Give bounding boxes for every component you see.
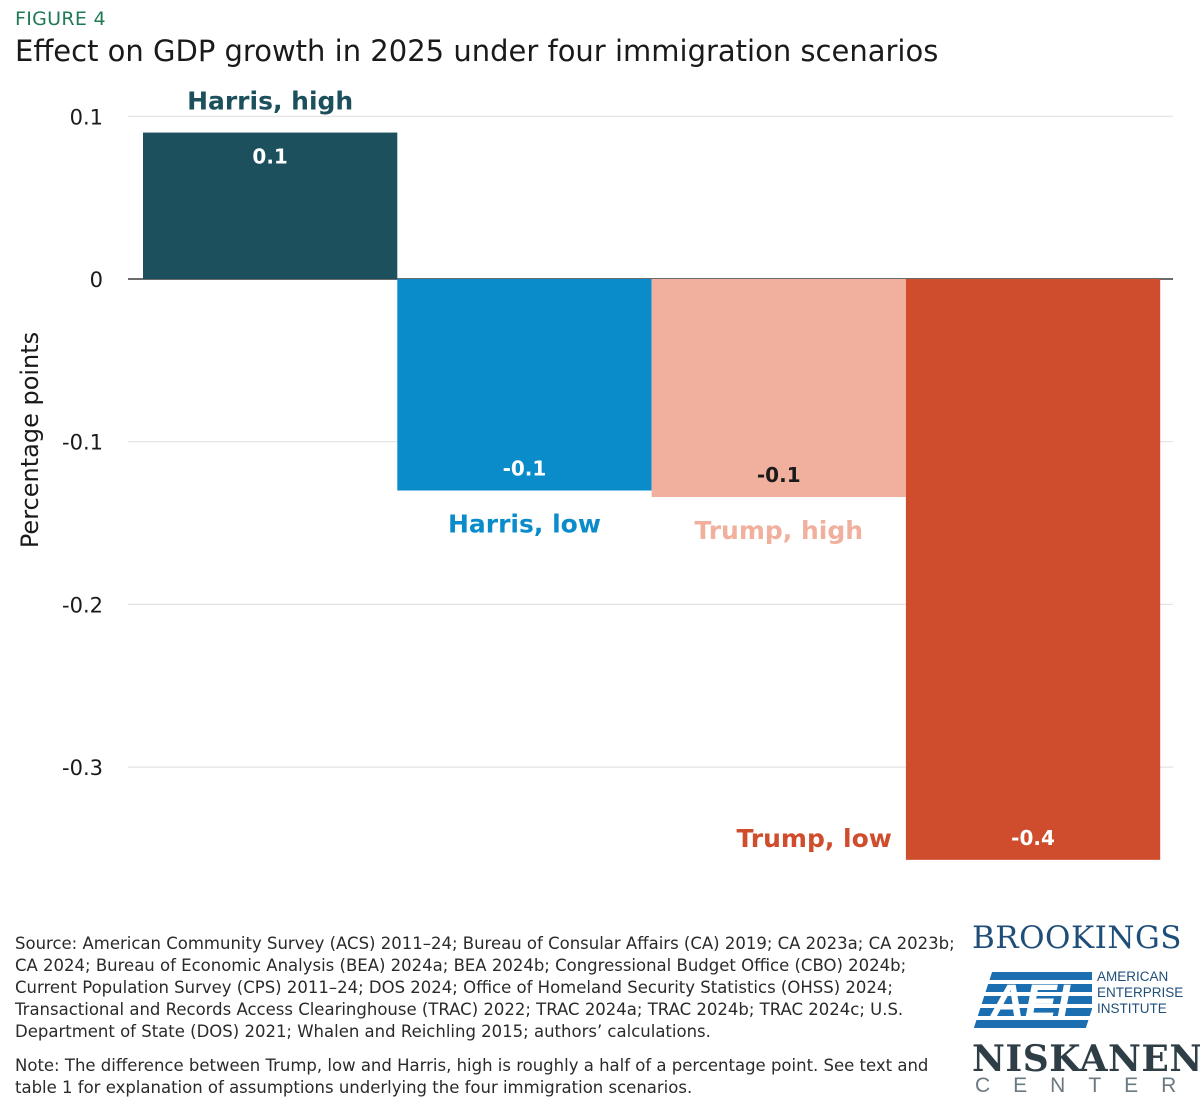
bar-harris-low [397, 279, 652, 491]
data-label: -0.4 [1011, 826, 1055, 850]
niskanen-center-text: CENTER [975, 1074, 1200, 1097]
bar-trump-high [651, 279, 906, 498]
bar-harris-high [143, 132, 398, 279]
figure-label: FIGURE 4 [15, 8, 106, 30]
data-label: -0.1 [503, 457, 547, 481]
y-axis-ticks: 0.1 0 -0.1 -0.2 -0.3 [62, 105, 103, 780]
data-labels: 0.1 Harris, high -0.1 Harris, low -0.1 Trump,… [187, 87, 1055, 853]
category-label: Harris, low [448, 510, 601, 539]
category-label: Trump, low [736, 824, 891, 853]
note-text: Note: The difference between Trump, low … [15, 1056, 929, 1097]
y-tick-label: 0.1 [70, 105, 103, 129]
category-label: Trump, high [694, 516, 863, 545]
bar-trump-low [905, 279, 1161, 860]
brookings-logo: BROOKINGS [972, 920, 1182, 956]
chart-title: Effect on GDP growth in 2025 under four … [15, 34, 939, 68]
aei-name: AMERICAN ENTERPRISE INSTITUTE [1097, 969, 1184, 1016]
aei-logo: AEI AMERICAN ENTERPRISE INSTITUTE [972, 966, 1183, 1034]
category-label: Harris, high [187, 87, 353, 116]
data-label: 0.1 [252, 145, 287, 169]
y-axis-label: Percentage points [16, 331, 44, 549]
y-tick-label: -0.1 [62, 431, 103, 455]
bar-chart: 0.1 0 -0.1 -0.2 -0.3 0.1 Harris, high -0.1 Harr… [62, 87, 1173, 860]
y-tick-label: -0.2 [62, 593, 103, 617]
aei-mark-icon: AEI [973, 972, 1105, 1029]
y-tick-label: -0.3 [62, 756, 103, 780]
data-label: -0.1 [757, 463, 801, 487]
source-text: Source: American Community Survey (ACS) … [15, 934, 955, 1041]
aei-mark-text: AEI [989, 976, 1072, 1029]
y-tick-label: 0 [90, 268, 103, 292]
niskanen-logo: NISKANEN [972, 1038, 1200, 1080]
bars [143, 132, 1161, 860]
